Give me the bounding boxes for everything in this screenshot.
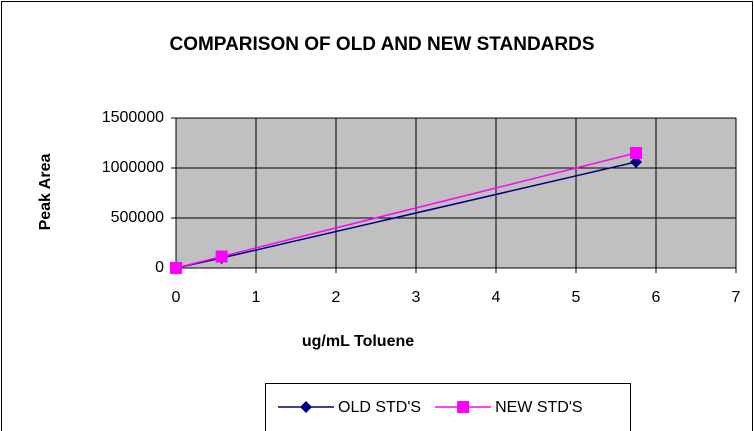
- x-tick-label: 4: [492, 289, 501, 306]
- chart-title: COMPARISON OF OLD AND NEW STANDARDS: [169, 34, 594, 55]
- data-point: [630, 147, 642, 159]
- x-tick-label: 0: [172, 289, 181, 306]
- data-point: [170, 262, 182, 274]
- x-tick-label: 6: [652, 289, 661, 306]
- x-tick-label: 7: [732, 289, 741, 306]
- plot-area: [175, 117, 737, 269]
- legend-label: OLD STD'S: [338, 399, 421, 416]
- legend-label: NEW STD'S: [495, 399, 583, 416]
- x-tick-label: 3: [412, 289, 421, 306]
- y-tick-label: 500000: [111, 209, 164, 226]
- y-tick-label: 0: [155, 259, 164, 276]
- y-axis-title: Peak Area: [37, 154, 54, 231]
- y-tick-label: 1500000: [102, 109, 164, 126]
- x-tick-label: 1: [252, 289, 261, 306]
- x-axis-title: ug/mL Toluene: [302, 333, 414, 350]
- x-tick-label: 5: [572, 289, 581, 306]
- legend-marker: [457, 401, 470, 413]
- data-point: [215, 250, 228, 263]
- legend-marker: [300, 401, 312, 413]
- x-tick-label: 2: [332, 289, 341, 306]
- y-tick-label: 1000000: [102, 159, 164, 176]
